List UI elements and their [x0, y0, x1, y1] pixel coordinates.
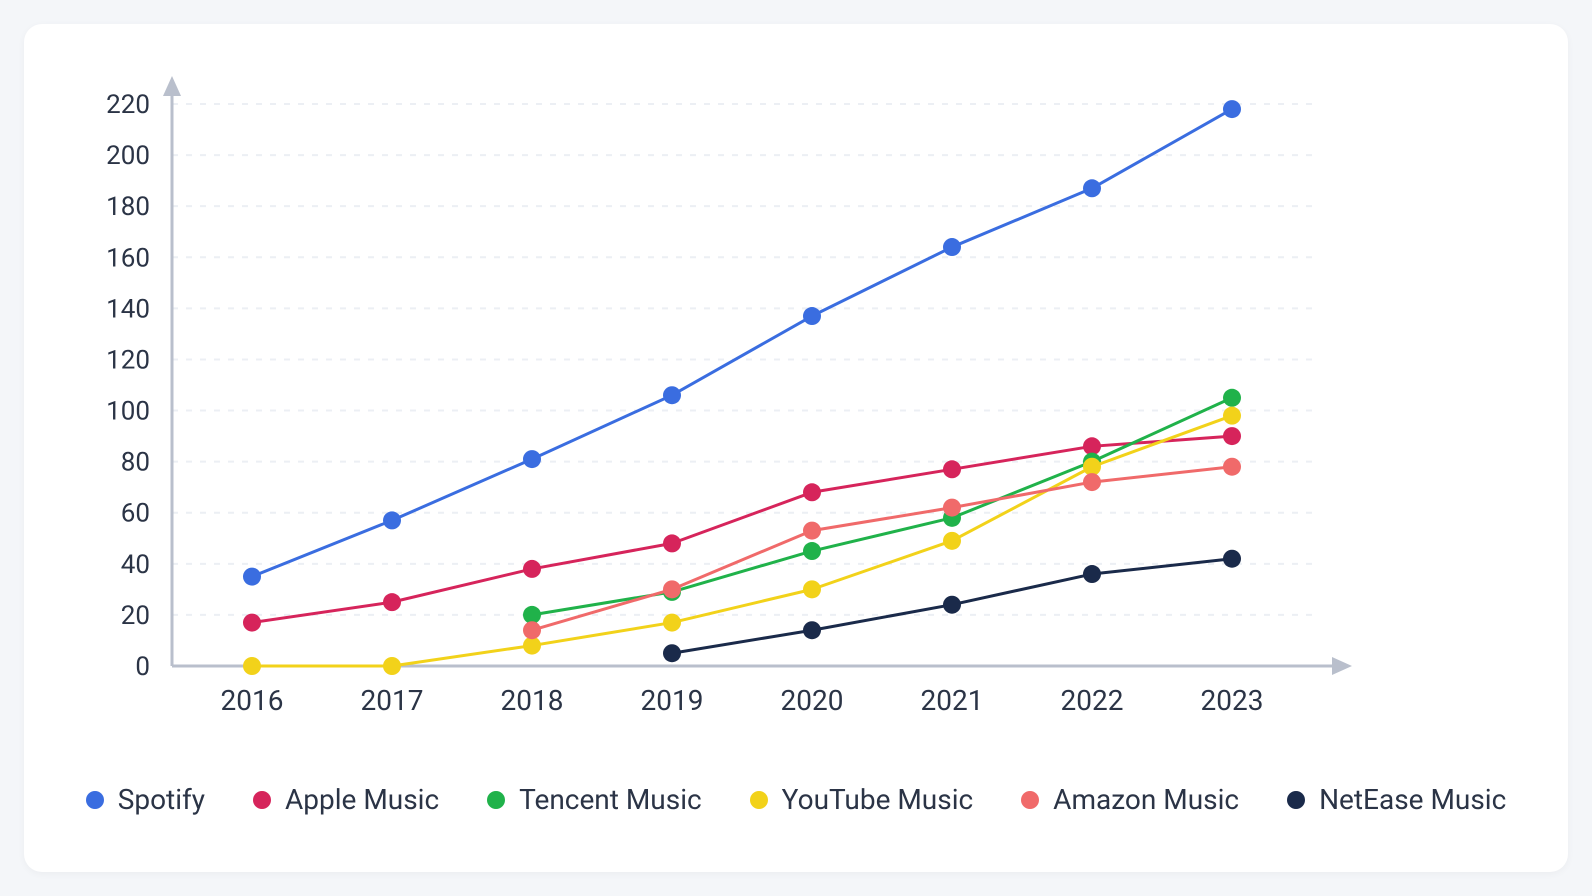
- series-marker: [1223, 407, 1241, 425]
- series-marker: [1083, 565, 1101, 583]
- y-tick-label: 60: [121, 499, 150, 529]
- legend-dot-icon: [86, 791, 104, 809]
- series-marker: [803, 483, 821, 501]
- legend-label: Spotify: [118, 783, 205, 816]
- series-marker: [663, 534, 681, 552]
- series-marker: [243, 657, 261, 675]
- x-tick-label: 2020: [781, 684, 844, 717]
- y-tick-label: 20: [121, 601, 150, 631]
- series-line: [252, 109, 1232, 576]
- x-tick-label: 2018: [501, 684, 564, 717]
- series-marker: [1223, 427, 1241, 445]
- series-marker: [803, 621, 821, 639]
- series-marker: [1223, 389, 1241, 407]
- y-axis-arrow: [163, 76, 181, 96]
- series-marker: [943, 532, 961, 550]
- series-marker: [1083, 179, 1101, 197]
- series-marker: [803, 522, 821, 540]
- legend-item: Apple Music: [253, 783, 439, 816]
- y-tick-label: 180: [106, 192, 150, 222]
- legend-label: YouTube Music: [782, 783, 974, 816]
- line-chart-svg: 0 20 40 60 80 100 120 140 160 180 200 220 2016 2017 20…: [24, 24, 1568, 872]
- series-marker: [663, 644, 681, 662]
- series-marker: [1083, 458, 1101, 476]
- y-tick-label: 100: [106, 397, 150, 427]
- series-marker: [383, 511, 401, 529]
- legend-item: Amazon Music: [1021, 783, 1239, 816]
- legend-dot-icon: [253, 791, 271, 809]
- x-tick-label: 2019: [641, 684, 704, 717]
- y-tick-label: 40: [121, 550, 150, 580]
- legend-dot-icon: [1021, 791, 1039, 809]
- series-marker: [523, 637, 541, 655]
- series-marker: [803, 580, 821, 598]
- series-marker: [243, 568, 261, 586]
- legend-label: NetEase Music: [1319, 783, 1506, 816]
- series-marker: [943, 460, 961, 478]
- y-tick-label: 160: [106, 243, 150, 273]
- series-marker: [943, 499, 961, 517]
- series-marker: [523, 450, 541, 468]
- series-marker: [943, 596, 961, 614]
- series-marker: [663, 614, 681, 632]
- series-marker: [383, 657, 401, 675]
- x-tick-label: 2016: [221, 684, 284, 717]
- series-marker: [663, 386, 681, 404]
- y-tick-label: 140: [106, 294, 150, 324]
- chart-card: 0 20 40 60 80 100 120 140 160 180 200 220 2016 2017 20…: [24, 24, 1568, 872]
- series-marker: [663, 580, 681, 598]
- legend-label: Apple Music: [285, 783, 439, 816]
- x-tick-label: 2021: [921, 684, 984, 717]
- series-marker: [383, 593, 401, 611]
- legend-label: Amazon Music: [1053, 783, 1239, 816]
- y-tick-label: 0: [135, 652, 150, 682]
- chart-plot-area: 0 20 40 60 80 100 120 140 160 180 200 220 2016 2017 20…: [24, 24, 1568, 872]
- chart-legend: Spotify Apple Music Tencent Music YouTube M…: [24, 783, 1568, 816]
- x-tick-label: 2023: [1201, 684, 1264, 717]
- series-marker: [523, 606, 541, 624]
- series-marker: [1223, 458, 1241, 476]
- series-marker: [1223, 550, 1241, 568]
- y-tick-label: 80: [121, 448, 150, 478]
- legend-item: Spotify: [86, 783, 205, 816]
- y-tick-label: 120: [106, 345, 150, 375]
- x-tick-label: 2017: [361, 684, 424, 717]
- series-marker: [943, 238, 961, 256]
- legend-item: Tencent Music: [487, 783, 702, 816]
- x-axis-arrow: [1332, 657, 1352, 675]
- series-marker: [803, 307, 821, 325]
- x-tick-label: 2022: [1061, 684, 1124, 717]
- y-tick-label: 220: [106, 90, 150, 120]
- series-line: [532, 398, 1232, 615]
- legend-item: NetEase Music: [1287, 783, 1506, 816]
- legend-dot-icon: [750, 791, 768, 809]
- series-marker: [523, 560, 541, 578]
- series-line: [252, 416, 1232, 666]
- legend-label: Tencent Music: [519, 783, 702, 816]
- y-tick-label: 200: [106, 141, 150, 171]
- series-marker: [1223, 100, 1241, 118]
- series-marker: [1083, 437, 1101, 455]
- series-marker: [803, 542, 821, 560]
- legend-item: YouTube Music: [750, 783, 974, 816]
- series-marker: [1083, 473, 1101, 491]
- legend-dot-icon: [487, 791, 505, 809]
- series-marker: [243, 614, 261, 632]
- legend-dot-icon: [1287, 791, 1305, 809]
- series-marker: [523, 621, 541, 639]
